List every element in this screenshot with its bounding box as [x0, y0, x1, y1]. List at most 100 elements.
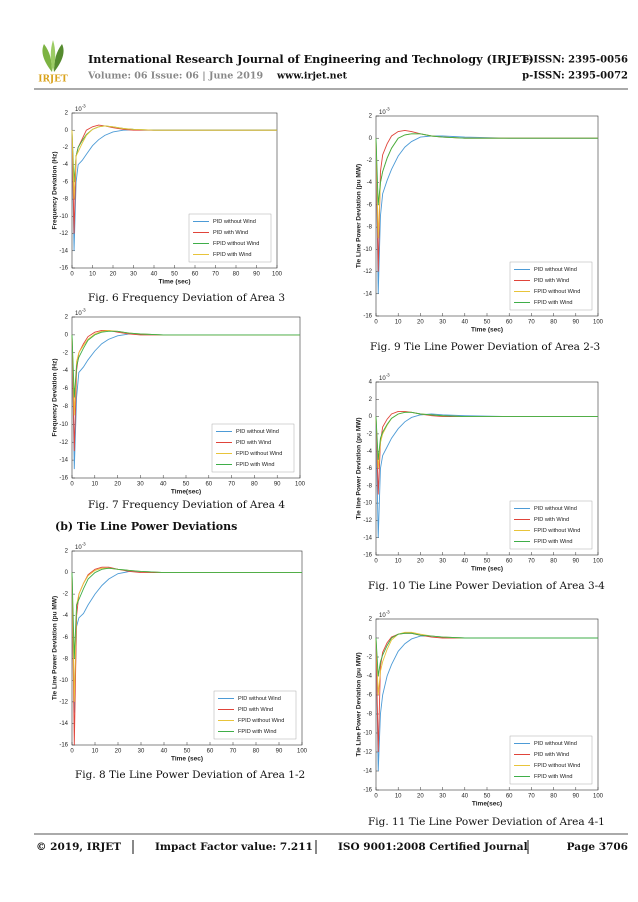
- legend-label: PID without Wind: [534, 506, 577, 512]
- x-axis-label: Time (sec): [471, 566, 503, 573]
- footer-iso: ISO 9001:2008 Certified Journal: [338, 841, 528, 853]
- figure-caption: Fig. 11 Tie Line Power Deviation of Area…: [368, 816, 605, 828]
- series-line: [375, 133, 598, 205]
- y-tick-label: -8: [63, 197, 69, 203]
- y-tick-label: -8: [63, 656, 69, 662]
- pissn: p-ISSN: 2395-0072: [522, 71, 628, 82]
- y-tick-label: 0: [369, 636, 373, 642]
- y-tick-label: -10: [59, 214, 68, 220]
- y-tick-label: -14: [59, 721, 68, 727]
- y-axis-label: Frequency Deviation (Hz): [52, 358, 59, 436]
- legend-label: FPID without Wind: [213, 241, 259, 247]
- y-multiplier: 10-3: [379, 373, 390, 382]
- series-line: [375, 632, 598, 677]
- y-tick-label: 4: [369, 380, 373, 386]
- x-tick-label: 100: [295, 482, 306, 488]
- y-tick-label: -4: [63, 368, 69, 374]
- series-line: [71, 125, 277, 200]
- x-tick-label: 30: [130, 272, 137, 278]
- y-tick-label: -6: [63, 179, 69, 185]
- x-tick-label: 40: [151, 272, 158, 278]
- multiplier-base: 10: [75, 545, 82, 551]
- eissn: e-ISSN: 2395-0056: [523, 55, 628, 66]
- y-tick-label: -10: [59, 678, 68, 684]
- x-tick-label: 80: [251, 482, 258, 488]
- y-tick-label: -2: [63, 592, 69, 598]
- x-tick-label: 10: [395, 320, 402, 326]
- x-tick-label: 80: [253, 749, 260, 755]
- x-tick-label: 10: [91, 482, 98, 488]
- x-tick-label: 100: [297, 749, 308, 755]
- x-tick-label: 30: [439, 559, 446, 565]
- x-tick-label: 20: [114, 482, 121, 488]
- y-tick-label: -14: [59, 458, 68, 464]
- series-line: [375, 413, 598, 538]
- x-tick-label: 60: [506, 320, 513, 326]
- x-tick-label: 90: [572, 559, 579, 565]
- x-axis-label: Time (sec): [171, 756, 203, 763]
- x-tick-label: 50: [484, 794, 491, 800]
- x-tick-label: 80: [550, 320, 557, 326]
- x-tick-label: 50: [184, 749, 191, 755]
- x-tick-label: 20: [417, 320, 424, 326]
- x-tick-label: 40: [161, 749, 168, 755]
- x-tick-label: 10: [395, 794, 402, 800]
- multiplier-exponent: -3: [82, 104, 86, 109]
- x-tick-label: 10: [92, 749, 99, 755]
- logo: IRJET: [38, 40, 68, 85]
- legend-label: FPID with Wind: [236, 462, 275, 468]
- x-tick-label: 10: [395, 559, 402, 565]
- x-tick-label: 30: [137, 482, 144, 488]
- y-tick-label: -8: [367, 712, 373, 718]
- y-tick-label: -2: [63, 145, 69, 151]
- logo-leaf: [50, 40, 56, 72]
- y-tick-label: 2: [369, 114, 373, 120]
- x-tick-label: 90: [572, 794, 579, 800]
- legend-label: PID with Wind: [534, 278, 569, 284]
- y-tick-label: -16: [363, 553, 372, 559]
- y-tick-label: 2: [369, 617, 373, 623]
- y-tick-label: -4: [63, 162, 69, 168]
- y-tick-label: -6: [367, 693, 373, 699]
- x-axis-label: Time (sec): [158, 279, 190, 286]
- y-tick-label: -10: [363, 501, 372, 507]
- x-tick-label: 0: [374, 559, 378, 565]
- footer-page: Page 3706: [567, 841, 628, 853]
- logo-leaf: [54, 44, 64, 72]
- x-tick-label: 40: [160, 482, 167, 488]
- y-tick-label: -14: [363, 769, 372, 775]
- legend-label: FPID with Wind: [534, 539, 573, 545]
- x-axis-label: Time(sec): [171, 489, 201, 496]
- multiplier-exponent: -3: [386, 610, 390, 615]
- y-tick-label: 2: [65, 111, 69, 117]
- x-tick-label: 70: [528, 559, 535, 565]
- y-tick-label: -16: [363, 314, 372, 320]
- multiplier-exponent: -3: [82, 542, 86, 547]
- y-tick-label: 0: [369, 414, 373, 420]
- legend-label: PID without Wind: [238, 696, 281, 702]
- legend-label: FPID without Wind: [238, 718, 284, 724]
- legend-label: PID without Wind: [236, 429, 279, 435]
- legend-label: PID with Wind: [213, 230, 248, 236]
- figure-caption: Fig. 8 Tie Line Power Deviation of Area …: [75, 769, 305, 781]
- x-tick-label: 50: [484, 559, 491, 565]
- legend-label: FPID without Wind: [534, 528, 580, 534]
- figure-caption: Fig. 10 Tie Line Power Deviation of Area…: [368, 580, 605, 592]
- logo-text: IRJET: [38, 75, 68, 85]
- y-tick-label: -16: [363, 788, 372, 794]
- y-tick-label: -4: [367, 674, 373, 680]
- x-tick-label: 0: [70, 749, 74, 755]
- y-tick-label: -14: [59, 248, 68, 254]
- y-tick-label: -2: [367, 158, 373, 164]
- x-tick-label: 20: [110, 272, 117, 278]
- legend-label: FPID without Wind: [534, 763, 580, 769]
- series-line: [375, 411, 598, 460]
- legend-label: PID without Wind: [534, 267, 577, 273]
- legend-label: FPID with Wind: [534, 774, 573, 780]
- y-axis-label: Frequency Deviation (Hz): [52, 151, 59, 229]
- y-multiplier: 10-3: [379, 107, 390, 116]
- y-tick-label: 0: [65, 570, 69, 576]
- x-tick-label: 30: [439, 794, 446, 800]
- y-tick-label: -14: [363, 291, 372, 297]
